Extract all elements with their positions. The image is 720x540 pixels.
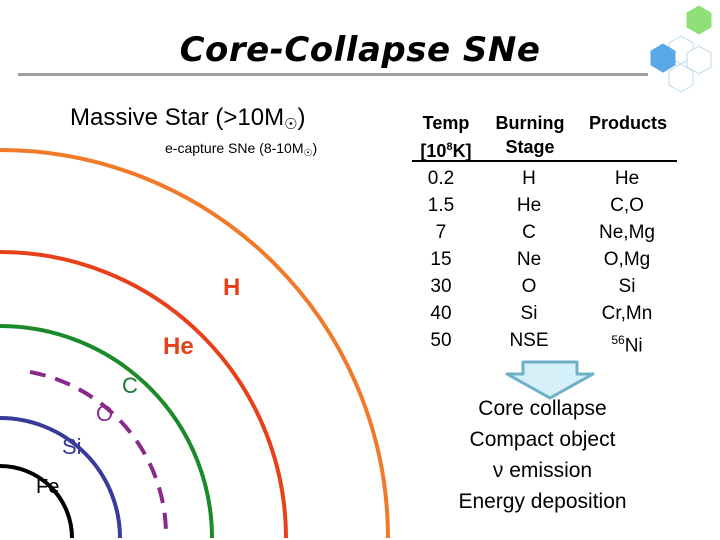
shell-label-h: H [223, 274, 241, 301]
si-shell-arc [0, 416, 122, 539]
table-cell: 30 [430, 276, 452, 297]
table-cell: 7 [435, 222, 447, 243]
hex-outline [668, 63, 694, 93]
outcome-item: ν emission [492, 459, 593, 482]
ecapture-dashed-arc [29, 370, 169, 539]
table-cell: Si [618, 276, 636, 297]
shell-label-he: He [163, 333, 194, 360]
shell-label-si: Si [62, 434, 82, 459]
table-cell: 56Ni [611, 333, 643, 357]
outcome-item: Energy deposition [458, 490, 627, 513]
decorative-hexagons [650, 5, 712, 93]
table-cell: H [522, 168, 536, 189]
outcome-item: Core collapse [478, 397, 607, 420]
massive-star-label: Massive Star (>10M☉) [70, 104, 306, 133]
table-cell: C,O [610, 195, 644, 216]
he-shell-arc [0, 250, 288, 539]
shell-label-c: C [122, 373, 138, 398]
sun-symbol-icon: ☉ [303, 148, 313, 159]
temp-column: 0.2 1.5 7 15 30 40 50 [410, 165, 472, 354]
stage-column: H He C Ne O Si NSE [496, 165, 562, 354]
outcomes-list: Core collapse Compact object ν emission … [430, 393, 655, 517]
fe-core-arc [0, 464, 74, 539]
hex-green [686, 5, 712, 35]
down-arrow-icon [505, 360, 595, 400]
table-cell: 15 [430, 249, 452, 270]
shell-label-fe: Fe [36, 476, 60, 498]
table-cell: He [516, 195, 542, 216]
table-cell: Si [520, 303, 538, 324]
table-cell: NSE [509, 330, 549, 351]
table-cell: Cr,Mn [601, 303, 653, 324]
table-cell: He [614, 168, 640, 189]
table-cell: 50 [430, 330, 452, 351]
table-cell: Ne [516, 249, 542, 270]
table-cell: O [521, 276, 537, 297]
hex-blue [650, 43, 676, 73]
ecapture-label: e-capture SNe (8-10M☉) [165, 140, 318, 159]
hex-outline [686, 45, 712, 75]
table-header-rule [412, 160, 677, 162]
header-burning-stage: Burning Stage [495, 113, 565, 157]
slide-title: Core-Collapse SNe [179, 30, 541, 70]
table-cell: 40 [430, 303, 452, 324]
outcome-item: Compact object [469, 428, 616, 451]
table-cell: 0.2 [427, 168, 455, 189]
table-cell: O,Mg [603, 249, 651, 270]
table-cell: C [522, 222, 536, 243]
table-cell: Ne,Mg [599, 222, 655, 243]
h-shell-arc [0, 148, 390, 539]
table-cell: 1.5 [427, 195, 455, 216]
header-temp: Temp [108K] [420, 113, 472, 161]
title-underline [18, 73, 648, 76]
header-products: Products [588, 113, 667, 133]
c-shell-arc [0, 324, 214, 539]
products-column: He C,O Ne,Mg O,Mg Si Cr,Mn 56Ni [586, 165, 668, 359]
sun-symbol-icon: ☉ [284, 116, 298, 133]
shell-label-o: O [96, 401, 114, 426]
